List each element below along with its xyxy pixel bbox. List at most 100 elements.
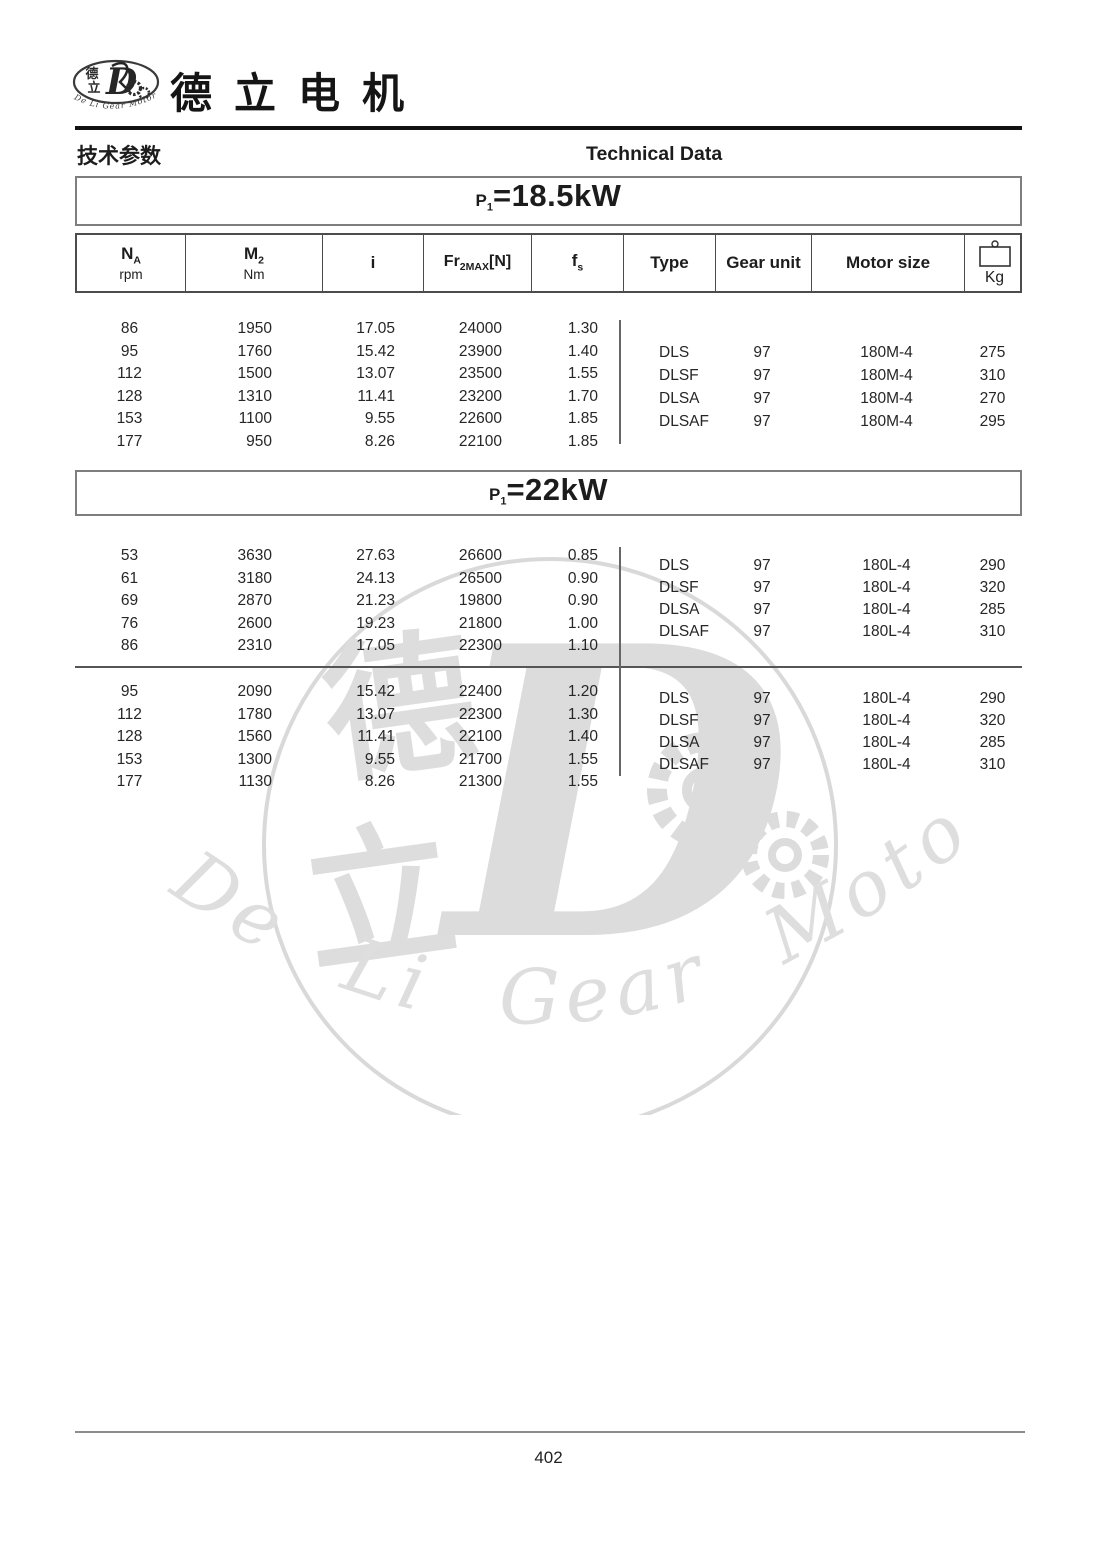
table-cell: 24.13 xyxy=(356,569,395,587)
table-cell: 1.85 xyxy=(567,410,598,427)
table-cell: 0.90 xyxy=(567,569,598,587)
header-rule xyxy=(75,126,1022,130)
table-cell: DLSAF xyxy=(659,413,709,430)
table-cell: 21300 xyxy=(458,773,502,790)
table-cell: 26600 xyxy=(458,547,502,564)
table-cell: DLS xyxy=(659,344,690,361)
power-symbol: P1 xyxy=(488,485,507,508)
table-cell: 112 xyxy=(117,365,142,382)
table-cell: 22300 xyxy=(458,705,502,723)
col-header-type: Type xyxy=(624,235,716,291)
power-value: =22kW xyxy=(506,472,609,507)
logo-oval xyxy=(72,59,160,105)
table-cell: 128 xyxy=(116,728,143,745)
table-cell: 2310 xyxy=(237,637,272,654)
table-cell: 11.41 xyxy=(357,387,395,405)
table-cell: 2870 xyxy=(237,592,272,609)
watermark-char-li: 立 xyxy=(293,800,466,995)
table-cell: 9.55 xyxy=(364,410,395,427)
column-header-row: NA rpm M2 Nm i Fr2MAX[N] fs Type Gear un… xyxy=(75,233,1022,293)
table-cell: 1.55 xyxy=(567,365,598,382)
brand-watermark: 德 立 D De Li Gear Motor xyxy=(100,535,981,1115)
table-cell: 153 xyxy=(116,410,143,427)
table-cell: 180L-4 xyxy=(862,712,911,729)
table-cell: 23200 xyxy=(458,387,502,405)
table-cell: 97 xyxy=(753,734,771,751)
table-cell: 1.20 xyxy=(567,683,598,700)
logo-char-de: 德 xyxy=(85,66,98,82)
table-cell: 53 xyxy=(120,547,139,564)
table-cell: 9.55 xyxy=(364,750,395,768)
group-separator-rule xyxy=(75,666,1022,668)
table-cell: 112 xyxy=(117,705,142,723)
table-cell: 153 xyxy=(116,750,143,768)
table-cell: 177 xyxy=(116,432,143,450)
table-cell: 290 xyxy=(979,557,1006,574)
table-cell: 320 xyxy=(979,579,1006,596)
table-cell: DLSAF xyxy=(659,756,709,773)
table-cell: 285 xyxy=(979,734,1006,751)
table-cell: 0.90 xyxy=(567,592,598,609)
col-header-weight: Kg xyxy=(965,235,1024,291)
watermark-circle-outline xyxy=(262,557,838,1115)
table-cell: 22400 xyxy=(458,683,502,700)
table-cell: 310 xyxy=(979,367,1006,384)
table-cell: 97 xyxy=(753,413,771,430)
table-cell: DLSA xyxy=(659,734,700,751)
table-cell: 95 xyxy=(120,683,139,700)
table-cell: DLSA xyxy=(659,601,700,618)
table-cell: 27.63 xyxy=(356,547,395,564)
table-cell: 1100 xyxy=(238,410,272,427)
table-cell: 22100 xyxy=(458,432,502,450)
col-header-motor-size: Motor size xyxy=(812,235,965,291)
table-cell: 26500 xyxy=(458,569,502,587)
logo-char-li: 立 xyxy=(87,80,100,96)
table-cell: 180L-4 xyxy=(862,734,911,751)
table-cell: 320 xyxy=(979,712,1006,729)
col-header-gear-unit: Gear unit xyxy=(716,235,812,291)
table-cell: 97 xyxy=(753,367,771,384)
table-cell: DLSF xyxy=(659,367,699,384)
table-cell: 95 xyxy=(120,342,139,360)
table-cell: 3180 xyxy=(237,569,272,587)
table-cell: 180L-4 xyxy=(862,557,911,574)
table-cell: 97 xyxy=(753,756,771,773)
table-cell: 1.40 xyxy=(567,728,598,745)
table-cell: 180L-4 xyxy=(862,579,911,596)
table-cell: DLSF xyxy=(659,579,699,596)
table-cell: 290 xyxy=(979,690,1006,707)
power-symbol: P1 xyxy=(475,191,493,214)
table-cell: 22100 xyxy=(458,728,502,745)
table-cell: 97 xyxy=(753,712,771,729)
table-cell: 1300 xyxy=(237,750,272,768)
table-18-5kw-type-rows: DLS 97 180M-4 275 DLSF 97 180M-4 310 DLSA 97 180M-… xyxy=(622,341,1022,433)
table-cell: DLS xyxy=(659,557,690,574)
table-cell: 177 xyxy=(116,773,143,790)
table-cell: 97 xyxy=(753,390,771,407)
table-cell: 69 xyxy=(120,592,139,609)
weight-icon xyxy=(978,240,1011,267)
table-cell: 23500 xyxy=(458,365,502,382)
table-cell: 19.23 xyxy=(356,614,395,632)
watermark-char-de: 德 xyxy=(313,610,486,805)
brand-title: 德立电机 xyxy=(170,69,427,118)
table-cell: 97 xyxy=(753,557,771,574)
table-cell: 180L-4 xyxy=(862,690,911,707)
page-number: 402 xyxy=(534,1448,563,1467)
table-cell: 0.85 xyxy=(567,547,598,564)
table-cell: 180M-4 xyxy=(860,413,913,430)
table-cell: 285 xyxy=(979,601,1006,618)
table-22kw-group1-type-rows: DLS 97 180L-4 290 DLSF 97 180L-4 320 DLSA 97 180L-… xyxy=(622,555,1022,643)
table-cell: 3630 xyxy=(237,547,272,564)
table-cell: 1780 xyxy=(237,705,272,723)
section-title-en: Technical Data xyxy=(586,143,723,165)
table-cell: 180M-4 xyxy=(860,367,913,384)
table-cell: 21.23 xyxy=(356,592,395,609)
table-cell: 22600 xyxy=(458,410,502,427)
col-header-i: i xyxy=(323,235,424,291)
table-cell: DLS xyxy=(659,690,690,707)
table-cell: 1.55 xyxy=(567,750,598,768)
table-cell: 1.00 xyxy=(567,614,598,632)
table-cell: 19800 xyxy=(458,592,502,609)
